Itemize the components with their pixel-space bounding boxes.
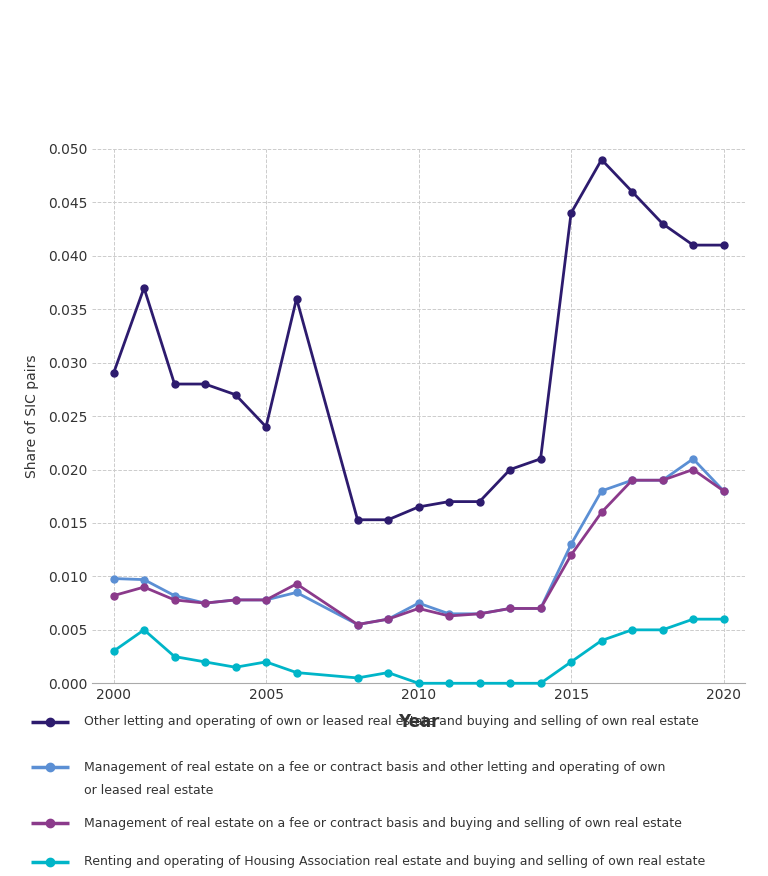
Y-axis label: Share of SIC pairs: Share of SIC pairs [25,355,39,477]
Text: Real estate and letting SIC pairings over time: Real estate and letting SIC pairings ove… [31,24,748,52]
Text: or leased real estate: or leased real estate [84,784,214,796]
Text: Renting and operating of Housing Association real estate and buying and selling : Renting and operating of Housing Associa… [84,856,706,868]
Text: Management of real estate on a fee or contract basis and other letting and opera: Management of real estate on a fee or co… [84,761,666,774]
Text: Other letting and operating of own or leased real estate and buying and selling : Other letting and operating of own or le… [84,716,699,728]
Text: Management of real estate on a fee or contract basis and buying and selling of o: Management of real estate on a fee or co… [84,817,682,830]
Text: (Live companies): (Live companies) [31,84,162,99]
X-axis label: Year: Year [398,713,439,731]
